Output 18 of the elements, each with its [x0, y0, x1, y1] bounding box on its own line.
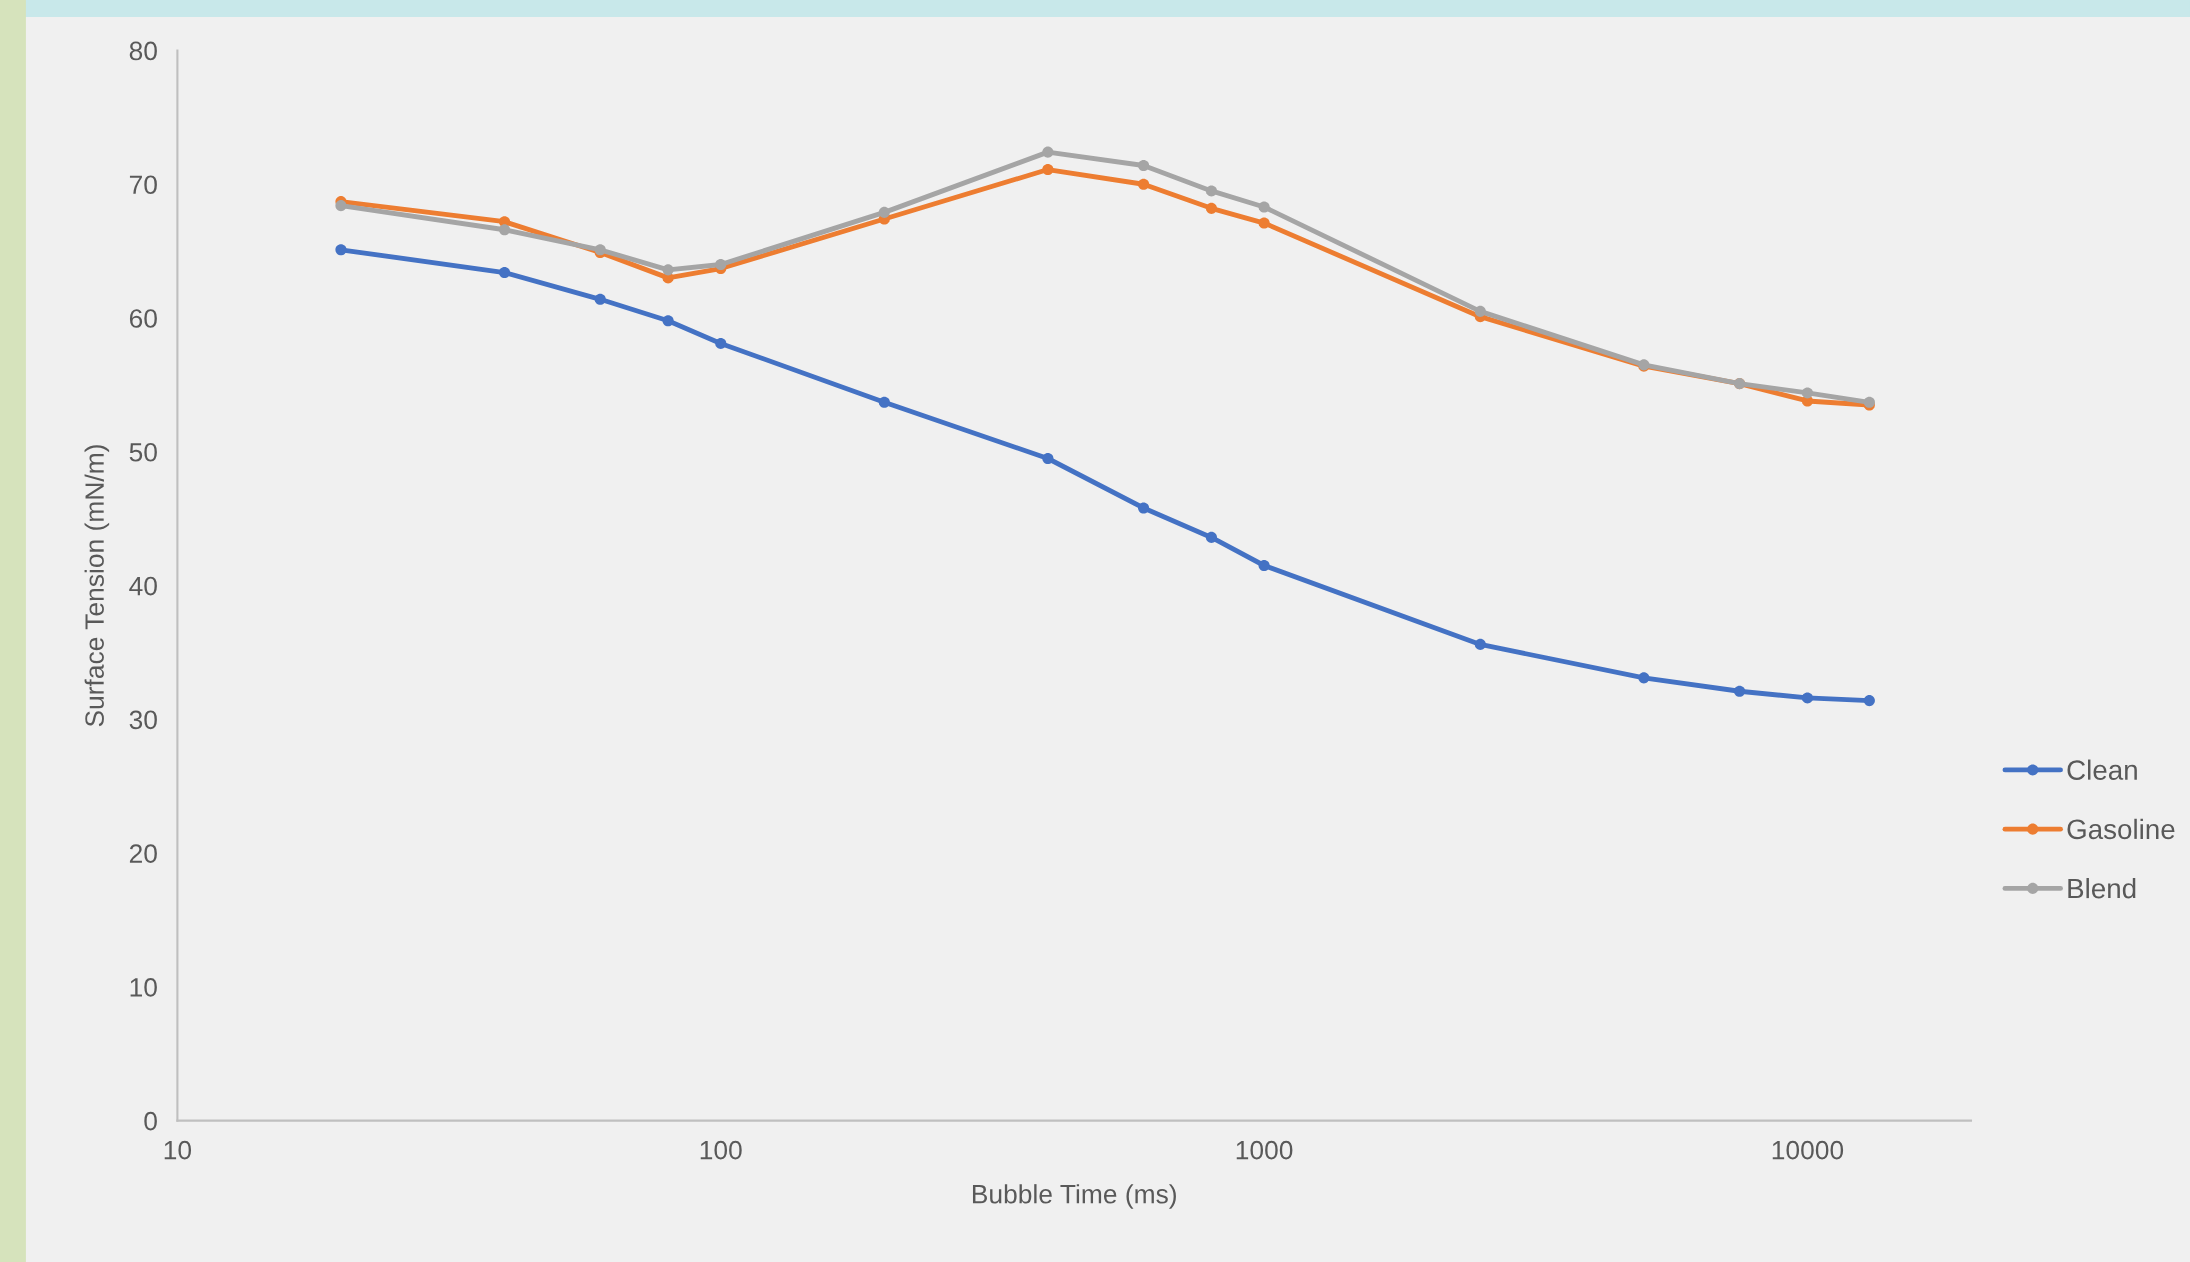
- y-tick-label: 20: [129, 844, 157, 863]
- x-tick-label: 1000: [1236, 1140, 1293, 1160]
- y-axis-title: Surface Tension (mN/m): [84, 445, 110, 727]
- y-tick-label: 10: [130, 978, 157, 997]
- legend-label: Blend: [2068, 877, 2136, 899]
- y-tick-label: 0: [144, 1111, 157, 1131]
- y-tick-label: 60: [129, 309, 157, 328]
- x-tick-label: 10000: [1772, 1140, 1844, 1160]
- legend-label: Clean: [2067, 759, 2137, 780]
- y-tick-label: 80: [129, 41, 157, 61]
- x-tick-label: 10: [164, 1140, 192, 1160]
- y-tick-label: 50: [129, 442, 157, 462]
- x-tick-label: 100: [700, 1140, 742, 1160]
- legend-label: Gasoline: [2067, 818, 2175, 840]
- x-axis-title: Bubble Time (ms): [972, 1184, 1176, 1209]
- y-tick-label: 70: [129, 175, 157, 195]
- y-tick-label: 30: [129, 710, 157, 730]
- y-tick-label: 40: [129, 576, 157, 596]
